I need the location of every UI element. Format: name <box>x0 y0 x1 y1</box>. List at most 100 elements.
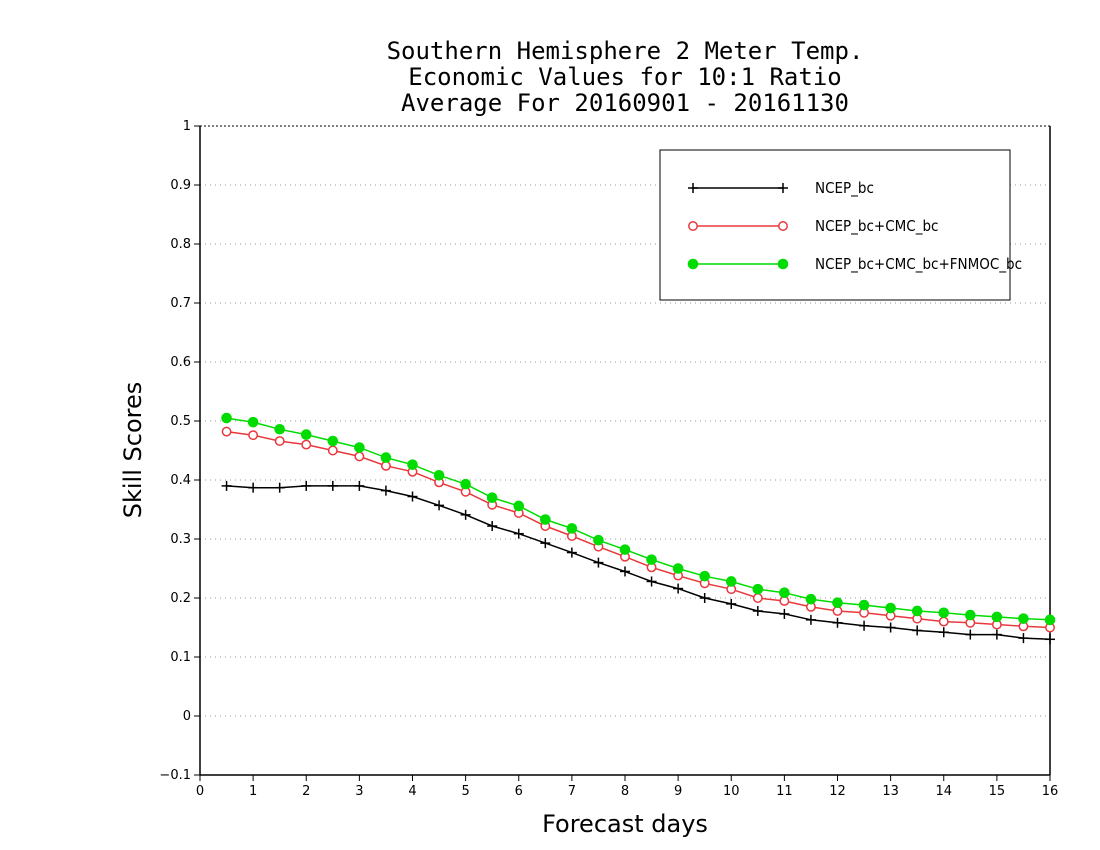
y-tick-label: 0.9 <box>170 178 191 193</box>
x-tick-label: 12 <box>829 784 846 799</box>
data-point <box>354 451 365 462</box>
series-group <box>221 412 1056 645</box>
data-point <box>434 500 445 511</box>
y-tick-label: 0 <box>183 709 191 724</box>
data-point <box>274 436 285 447</box>
data-point <box>752 593 763 603</box>
data-point <box>912 625 923 636</box>
x-tick-label: 3 <box>355 784 363 799</box>
data-point <box>779 596 790 606</box>
data-point <box>301 480 312 491</box>
chart-title-line-1: Southern Hemisphere 2 Meter Temp. <box>386 37 864 65</box>
x-tick-label: 5 <box>461 784 469 799</box>
x-tick-label: 1 <box>249 784 257 799</box>
data-point <box>885 622 896 633</box>
data-point <box>354 480 365 491</box>
x-tick-label: 13 <box>882 784 899 799</box>
legend-label: NCEP_bc+CMC_bc+FNMOC_bc <box>815 255 1022 274</box>
data-point <box>327 445 338 456</box>
legend-label: NCEP_bc <box>815 179 874 198</box>
data-point <box>221 412 232 424</box>
data-point <box>486 492 498 504</box>
data-point <box>672 563 684 574</box>
data-point <box>726 598 737 609</box>
x-tick-label: 4 <box>408 784 416 799</box>
data-point <box>274 423 285 435</box>
data-point <box>725 576 737 587</box>
data-point <box>380 460 391 471</box>
chart-title-line-3: Average For 20160901 - 20161130 <box>401 89 849 117</box>
series-2 <box>221 426 1055 633</box>
data-point <box>673 583 684 594</box>
data-point <box>487 521 498 532</box>
data-point <box>699 570 710 582</box>
data-point <box>832 617 843 628</box>
data-point <box>938 627 949 638</box>
data-point <box>1044 614 1056 626</box>
data-point <box>566 547 577 558</box>
data-point <box>805 614 816 625</box>
data-point <box>965 609 976 621</box>
legend-swatch-marker <box>778 183 788 193</box>
data-point <box>911 605 923 617</box>
data-point <box>540 514 551 525</box>
data-point <box>407 491 418 502</box>
legend-swatch-marker <box>778 221 788 231</box>
x-tick-label: 15 <box>989 784 1006 799</box>
data-point <box>858 599 870 611</box>
data-point <box>779 608 790 619</box>
data-point <box>938 616 949 627</box>
data-point <box>938 607 950 619</box>
y-tick-label: 0.7 <box>170 296 191 311</box>
legend-box <box>659 149 1011 301</box>
data-point <box>300 429 312 440</box>
data-point <box>1018 633 1029 644</box>
data-point <box>327 480 338 491</box>
y-tick-label: 0.5 <box>170 414 191 429</box>
data-point <box>646 554 657 565</box>
data-point <box>1045 634 1055 645</box>
data-point <box>646 576 657 587</box>
series-3 <box>221 412 1056 626</box>
data-point <box>380 485 391 496</box>
chart-title-line-2: Economic Values for 10:1 Ratio <box>408 63 842 91</box>
data-point <box>593 534 604 546</box>
data-point <box>779 587 790 598</box>
legend-label: NCEP_bc+CMC_bc <box>815 217 938 236</box>
axes: −0.100.10.20.30.40.50.60.70.80.910 1 2 3 4 5 6… <box>159 119 1058 799</box>
data-point <box>274 482 285 493</box>
x-tick-label: 6 <box>515 784 523 799</box>
x-tick-label: 8 <box>621 784 629 799</box>
data-point <box>1018 613 1029 624</box>
data-point <box>805 593 817 605</box>
legend-swatch-marker <box>688 183 698 193</box>
data-point <box>965 629 976 640</box>
data-point <box>221 426 232 437</box>
legend: NCEP_bc NCEP_bc+CMC_bc NCEP_bc+CMC_bc+FNMO… <box>659 149 1022 301</box>
data-point <box>752 605 763 616</box>
y-tick-label: 0.1 <box>170 650 191 665</box>
y-tick-label: 0.4 <box>170 473 191 488</box>
data-point <box>566 523 578 534</box>
data-point <box>832 597 843 609</box>
series-line <box>226 417 1051 621</box>
data-point <box>380 452 392 463</box>
data-point <box>620 566 630 577</box>
data-point <box>885 602 896 614</box>
x-tick-label: 16 <box>1042 784 1059 799</box>
data-point <box>699 593 710 603</box>
y-tick-label: 0.6 <box>170 355 191 370</box>
series-1 <box>221 480 1055 645</box>
data-point <box>752 583 764 595</box>
x-tick-label: 7 <box>568 784 576 799</box>
data-point <box>832 606 843 616</box>
data-point <box>460 509 471 520</box>
grid <box>200 184 1050 717</box>
data-point <box>460 478 471 490</box>
data-point <box>513 528 524 539</box>
data-point <box>248 430 259 441</box>
legend-entry-3: NCEP_bc+CMC_bc+FNMOC_bc <box>687 255 1022 274</box>
legend-swatch-marker <box>777 258 789 270</box>
x-tick-label: 9 <box>674 784 682 799</box>
